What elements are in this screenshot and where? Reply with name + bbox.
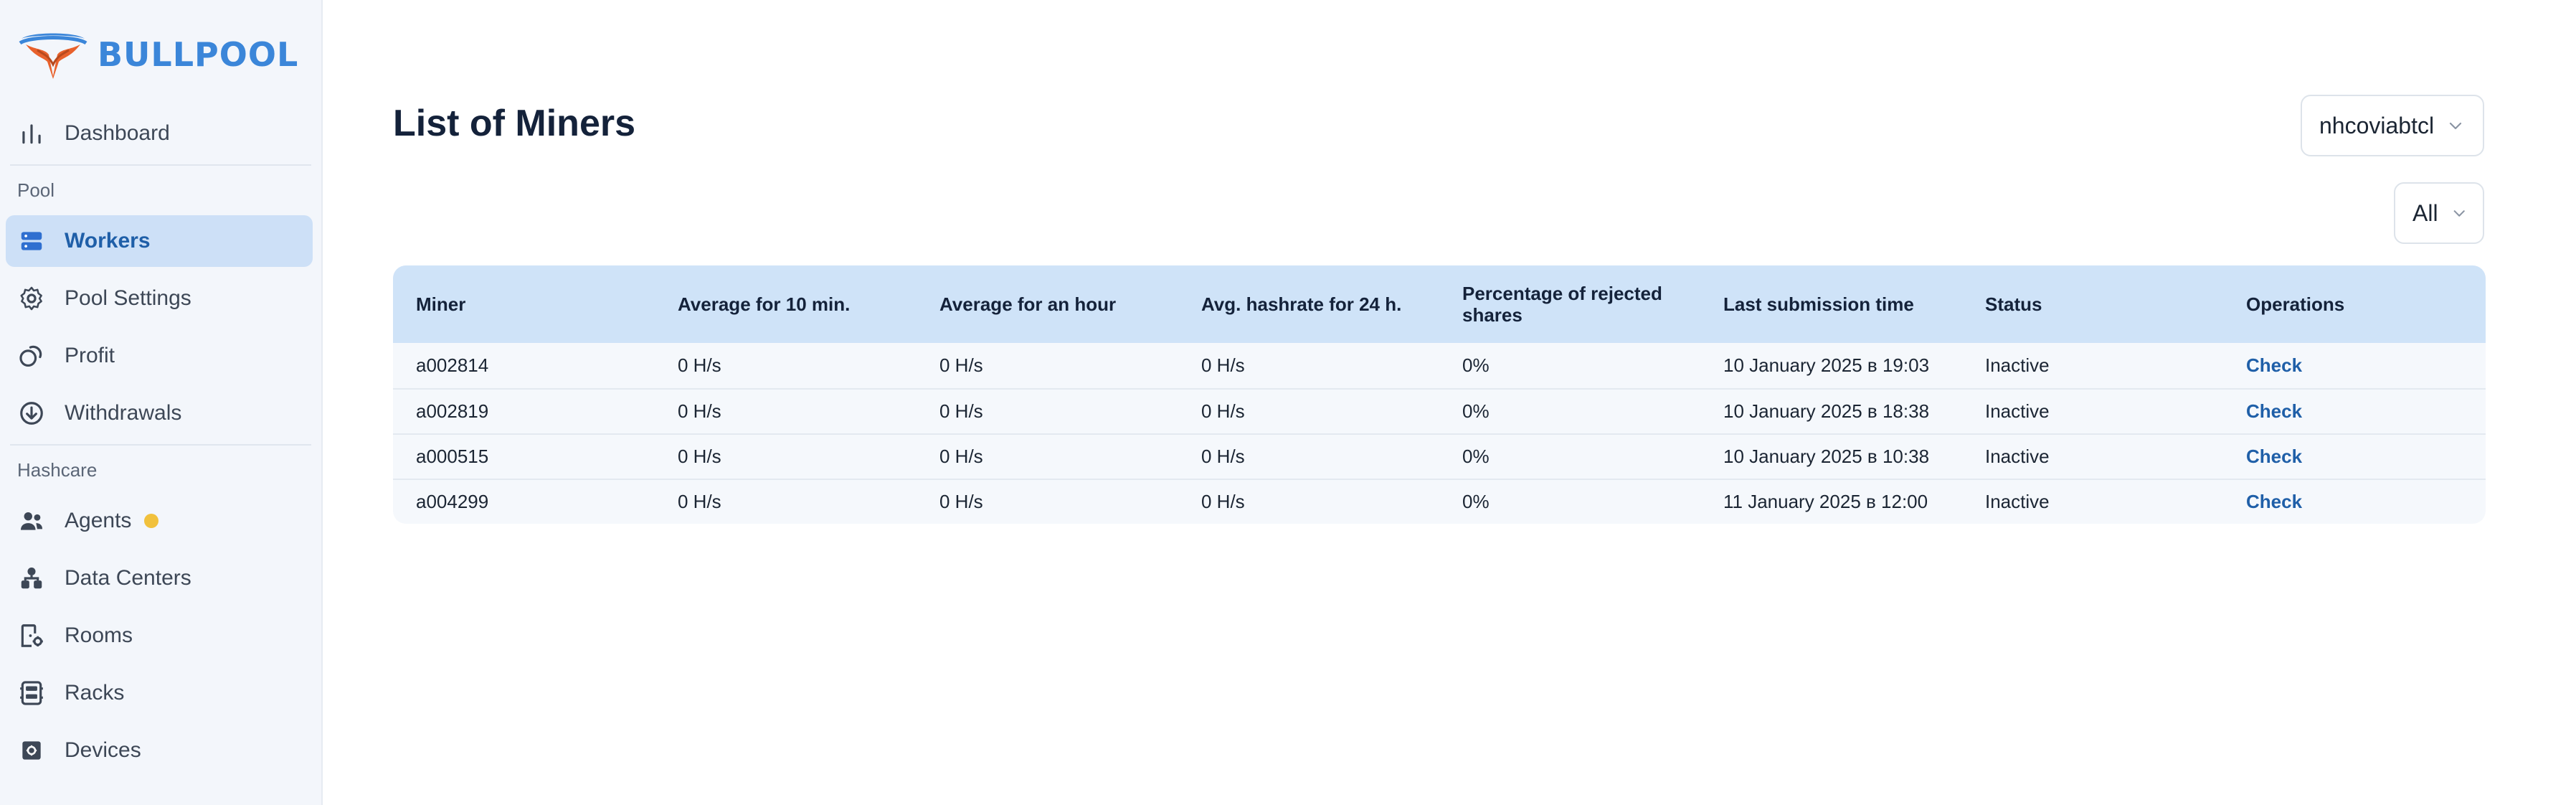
chip-icon xyxy=(17,736,46,765)
column-header-rejected-line1: Percentage of rejected xyxy=(1462,283,1662,304)
cell-avg-hour: 0 H/s xyxy=(939,354,983,376)
table-body: a002814 0 H/s 0 H/s 0 H/s 0% 10 January … xyxy=(393,343,2486,524)
column-header-last-submission[interactable]: Last submission time xyxy=(1723,293,1914,315)
check-link[interactable]: Check xyxy=(2246,400,2303,422)
cell-status: Inactive xyxy=(1985,446,2050,467)
sidebar-item-label: Dashboard xyxy=(65,121,170,145)
sidebar-item-label: Pool Settings xyxy=(65,286,191,310)
column-header-rejected-line2: shares xyxy=(1462,304,1523,326)
sidebar-item-label: Agents xyxy=(65,509,132,532)
sidebar-item-racks[interactable]: Racks xyxy=(6,667,313,719)
check-link[interactable]: Check xyxy=(2246,354,2303,376)
cell-avg-10min: 0 H/s xyxy=(678,491,721,512)
sidebar-item-profit[interactable]: Profit xyxy=(6,330,313,382)
sidebar-item-label: Withdrawals xyxy=(65,401,182,425)
cell-avg-24h: 0 H/s xyxy=(1201,400,1245,422)
users-icon xyxy=(17,507,46,535)
miners-table: Miner Average for 10 min. Average for an… xyxy=(393,265,2486,524)
column-header-avg-24h[interactable]: Avg. hashrate for 24 h. xyxy=(1201,293,1402,315)
cell-miner: a002814 xyxy=(416,354,489,376)
page-title: List of Miners xyxy=(393,103,636,144)
cell-miner: a002819 xyxy=(416,400,489,422)
sidebar-item-withdrawals[interactable]: Withdrawals xyxy=(6,387,313,439)
table-row: a004299 0 H/s 0 H/s 0 H/s 0% 11 January … xyxy=(393,479,2486,524)
cell-avg-24h: 0 H/s xyxy=(1201,446,1245,467)
coins-icon xyxy=(17,342,46,370)
door-gear-icon xyxy=(17,621,46,650)
sidebar-item-label: Rooms xyxy=(65,623,133,647)
check-link[interactable]: Check xyxy=(2246,491,2303,512)
sidebar-item-label: Profit xyxy=(65,344,115,367)
cell-rejected: 0% xyxy=(1462,491,1490,512)
cell-rejected: 0% xyxy=(1462,354,1490,376)
cell-avg-hour: 0 H/s xyxy=(939,491,983,512)
sidebar-item-label: Devices xyxy=(65,738,141,762)
cell-avg-10min: 0 H/s xyxy=(678,354,721,376)
logo[interactable]: BULLPOOL xyxy=(16,29,298,80)
cell-status: Inactive xyxy=(1985,354,2050,376)
section-label-hashcare: Hashcare xyxy=(17,459,98,481)
cell-miner: a004299 xyxy=(416,491,489,512)
cell-avg-hour: 0 H/s xyxy=(939,400,983,422)
section-label-pool: Pool xyxy=(17,179,55,201)
cell-last-submission: 10 January 2025 в 10:38 xyxy=(1723,446,1930,467)
sidebar-item-workers[interactable]: Workers xyxy=(6,215,313,267)
status-filter-select[interactable]: All xyxy=(2394,182,2484,244)
sidebar-item-agents[interactable]: Agents xyxy=(6,495,313,547)
cell-status: Inactive xyxy=(1985,491,2050,512)
bull-logo-icon xyxy=(19,33,87,79)
sidebar-item-rooms[interactable]: Rooms xyxy=(6,610,313,662)
sidebar-divider xyxy=(10,164,311,166)
account-select[interactable]: nhcoviabtcl xyxy=(2301,95,2484,156)
download-circle-icon xyxy=(17,399,46,428)
cell-status: Inactive xyxy=(1985,400,2050,422)
logo-text: BULLPOOL xyxy=(98,35,299,74)
check-link[interactable]: Check xyxy=(2246,446,2303,467)
sidebar-item-data-centers[interactable]: Data Centers xyxy=(6,552,313,604)
notification-dot xyxy=(144,514,159,528)
cell-avg-24h: 0 H/s xyxy=(1201,491,1245,512)
rack-icon xyxy=(17,679,46,707)
cell-last-submission: 11 January 2025 в 12:00 xyxy=(1723,491,1928,512)
table-row: a002819 0 H/s 0 H/s 0 H/s 0% 10 January … xyxy=(393,388,2486,433)
chevron-down-icon xyxy=(2449,122,2462,130)
column-header-miner[interactable]: Miner xyxy=(416,293,466,315)
table-row: a000515 0 H/s 0 H/s 0 H/s 0% 10 January … xyxy=(393,433,2486,479)
column-header-avg-10min[interactable]: Average for 10 min. xyxy=(678,293,851,315)
cell-avg-10min: 0 H/s xyxy=(678,400,721,422)
sidebar-divider xyxy=(10,444,311,446)
column-header-status[interactable]: Status xyxy=(1985,293,2042,315)
hierarchy-icon xyxy=(17,564,46,593)
server-icon xyxy=(17,227,46,255)
chevron-down-icon xyxy=(2453,210,2465,217)
table-row: a002814 0 H/s 0 H/s 0 H/s 0% 10 January … xyxy=(393,343,2486,388)
cell-miner: a000515 xyxy=(416,446,489,467)
cell-avg-10min: 0 H/s xyxy=(678,446,721,467)
cell-last-submission: 10 January 2025 в 18:38 xyxy=(1723,400,1930,422)
sidebar-item-label: Racks xyxy=(65,681,125,705)
cell-avg-24h: 0 H/s xyxy=(1201,354,1245,376)
sidebar-item-label: Data Centers xyxy=(65,566,191,590)
status-filter-value: All xyxy=(2412,199,2438,226)
sidebar: BULLPOOL Dashboard Pool Workers Pool Set… xyxy=(0,0,323,805)
cell-rejected: 0% xyxy=(1462,400,1490,422)
cell-last-submission: 10 January 2025 в 19:03 xyxy=(1723,354,1930,376)
sidebar-item-label: Workers xyxy=(65,229,151,253)
column-header-rejected[interactable]: Percentage of rejected shares xyxy=(1439,283,1700,326)
table-header: Miner Average for 10 min. Average for an… xyxy=(393,265,2486,343)
cell-avg-hour: 0 H/s xyxy=(939,446,983,467)
account-select-value: nhcoviabtcl xyxy=(2319,112,2435,138)
sidebar-item-dashboard[interactable]: Dashboard xyxy=(6,108,313,159)
sidebar-item-devices[interactable]: Devices xyxy=(6,725,313,776)
bar-chart-icon xyxy=(17,119,46,148)
gear-icon xyxy=(17,284,46,313)
sidebar-item-pool-settings[interactable]: Pool Settings xyxy=(6,273,313,324)
column-header-operations: Operations xyxy=(2246,293,2345,315)
column-header-avg-hour[interactable]: Average for an hour xyxy=(939,293,1117,315)
cell-rejected: 0% xyxy=(1462,446,1490,467)
